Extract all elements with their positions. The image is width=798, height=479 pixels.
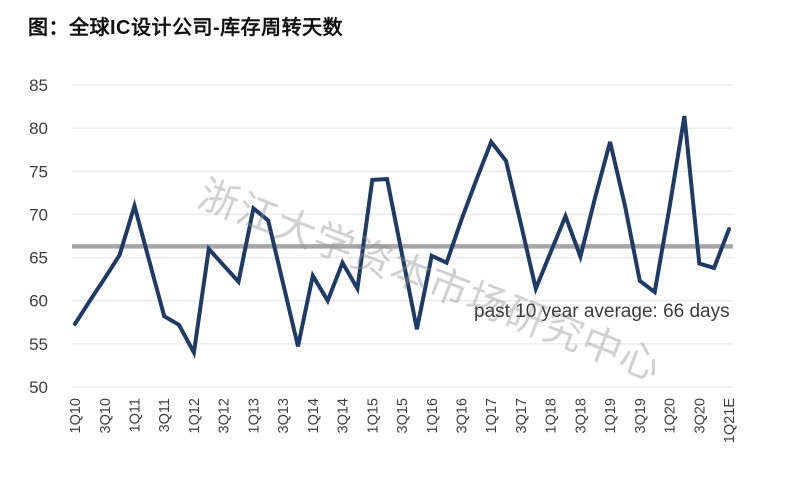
x-tick-label: 1Q18 [544,398,560,433]
x-tick-label: 1Q21E [722,398,738,443]
y-tick-label: 60 [29,292,48,311]
x-tick-label: 3Q20 [692,398,708,433]
data-line [73,115,731,359]
y-tick-label: 75 [29,162,48,181]
average-annotation: past 10 year average: 66 days [474,301,730,322]
y-tick-label: 80 [29,119,48,138]
x-tick-label: 3Q18 [573,398,589,433]
x-tick-label: 1Q12 [187,398,203,433]
x-tick-label: 3Q17 [514,398,530,433]
x-tick-label: 3Q15 [395,398,411,433]
x-tick-label: 1Q13 [246,398,262,433]
x-tick-label: 1Q10 [68,398,84,433]
x-tick-label: 3Q11 [157,398,173,432]
y-tick-label: 50 [29,378,48,397]
x-tick-label: 3Q19 [633,398,649,433]
x-tick-label: 3Q12 [217,398,233,433]
y-tick-label: 70 [29,205,48,224]
x-tick-label: 1Q15 [365,398,381,433]
y-tick-label: 65 [29,249,48,268]
x-tick-label: 1Q11 [128,398,144,432]
y-tick-label: 55 [29,335,48,354]
x-tick-label: 1Q17 [484,398,500,433]
x-tick-label: 3Q16 [455,398,471,433]
x-tick-label: 1Q19 [603,398,619,433]
x-tick-label: 3Q14 [336,398,352,433]
chart-title: 图：全球IC设计公司-库存周转天数 [28,17,344,39]
y-tick-label: 85 [29,76,48,95]
x-tick-label: 3Q13 [276,398,292,433]
x-tick-label: 1Q14 [306,398,322,433]
x-tick-label: 3Q10 [98,398,114,433]
x-tick-label: 1Q20 [663,398,679,433]
x-tick-label: 1Q16 [425,398,441,433]
